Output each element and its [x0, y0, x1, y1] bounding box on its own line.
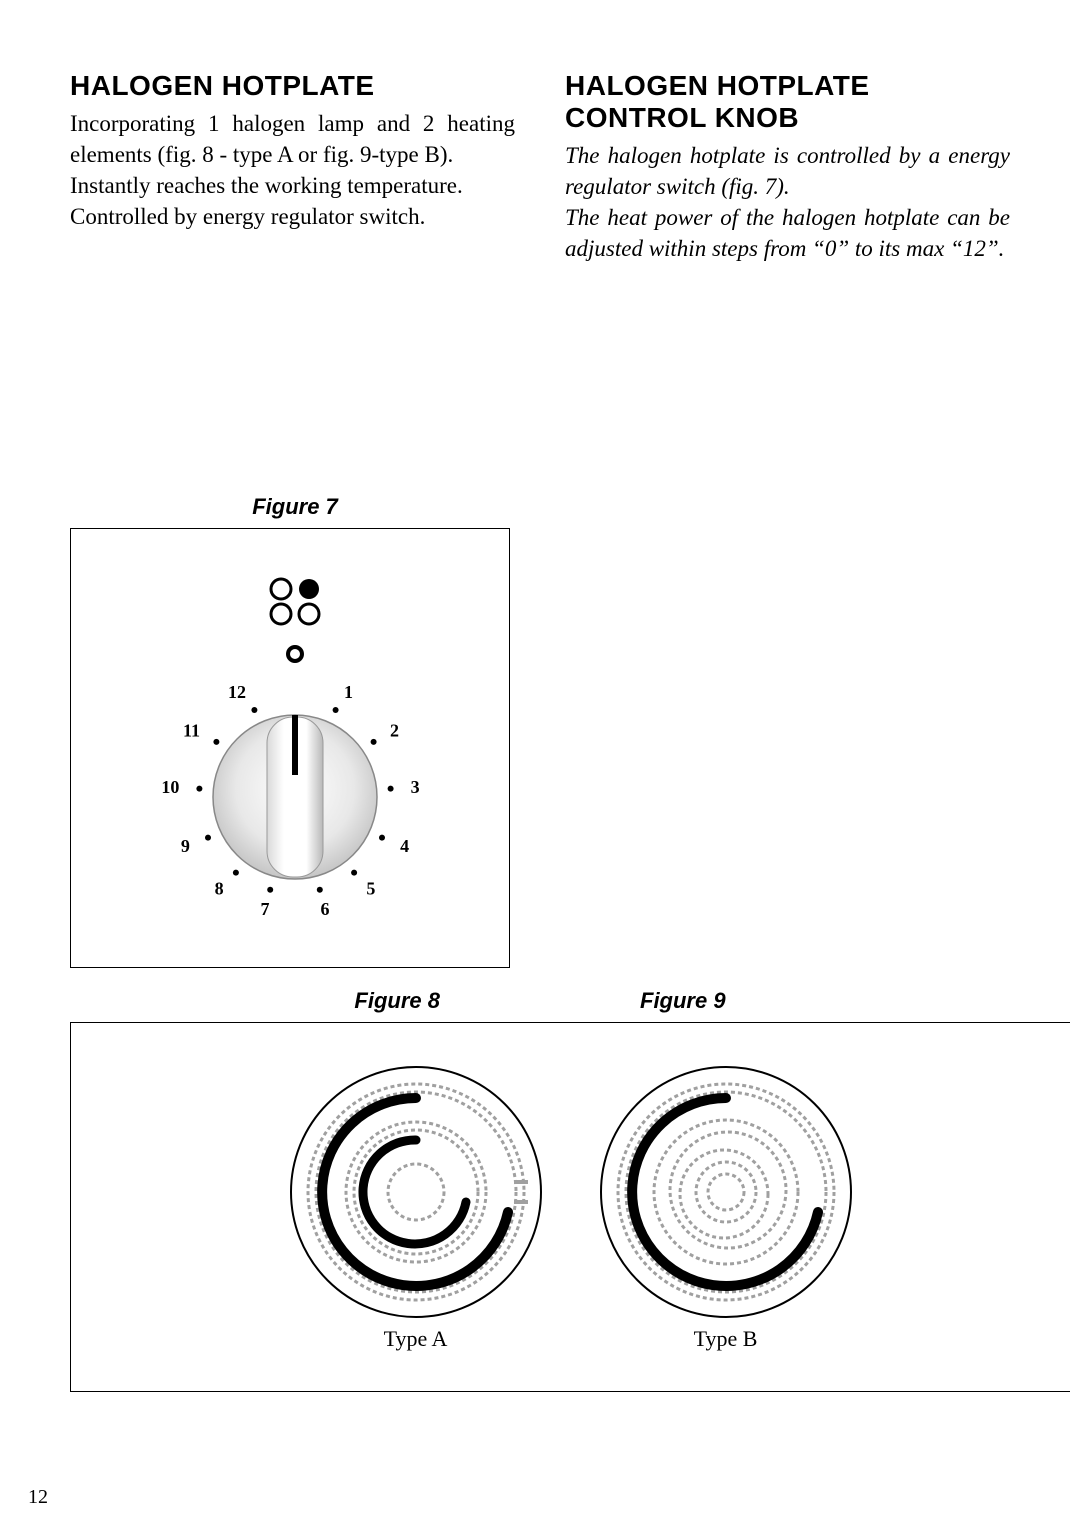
figure-9-label: Figure 9	[640, 988, 726, 1014]
svg-text:3: 3	[411, 777, 420, 797]
figure-7-box: 121234567891011	[70, 528, 510, 968]
svg-text:11: 11	[183, 721, 200, 741]
svg-text:9: 9	[181, 836, 190, 856]
svg-text:4: 4	[400, 836, 409, 856]
svg-text:8: 8	[215, 879, 224, 899]
figure-7-label: Figure 7	[70, 494, 520, 520]
figure-89-labels: Figure 8 Figure 9	[70, 988, 1010, 1014]
svg-text:7: 7	[261, 899, 270, 919]
heater-type-b: Type B	[596, 1062, 856, 1352]
heading-right: HALOGEN HOTPLATE CONTROL KNOB	[565, 70, 1010, 134]
svg-text:1: 1	[344, 682, 353, 702]
svg-text:6: 6	[321, 899, 330, 919]
heater-b-icon	[596, 1062, 856, 1322]
figure-7: Figure 7 121234567891011	[70, 494, 520, 968]
right-p1: The halogen hotplate is controlled by a …	[565, 140, 1010, 202]
right-p2: The heat power of the halogen hot­plate …	[565, 202, 1010, 264]
left-p3: Controlled by energy regulator switch.	[70, 201, 515, 232]
heading-left: HALOGEN HOTPLATE	[70, 70, 515, 102]
heater-type-a: Type A	[286, 1062, 546, 1352]
svg-text:2: 2	[390, 721, 399, 741]
svg-text:12: 12	[228, 682, 246, 702]
left-p2: Instantly reaches the working temperatur…	[70, 170, 515, 201]
svg-text:5: 5	[366, 879, 375, 899]
right-column: HALOGEN HOTPLATE CONTROL KNOB The haloge…	[565, 70, 1010, 264]
left-p1: Incorporating 1 halogen lamp and 2 heat­…	[70, 108, 515, 170]
page-number: 12	[28, 1486, 48, 1509]
type-a-label: Type A	[384, 1326, 448, 1352]
svg-text:10: 10	[161, 777, 179, 797]
type-b-label: Type B	[694, 1326, 758, 1352]
knob-diagram: 121234567891011	[71, 529, 511, 969]
left-column: HALOGEN HOTPLATE Incorporating 1 halogen…	[70, 70, 515, 264]
figure-8-label: Figure 8	[354, 988, 440, 1014]
figure-89-box: Type A Type	[70, 1022, 1070, 1392]
heater-a-icon	[286, 1062, 546, 1322]
